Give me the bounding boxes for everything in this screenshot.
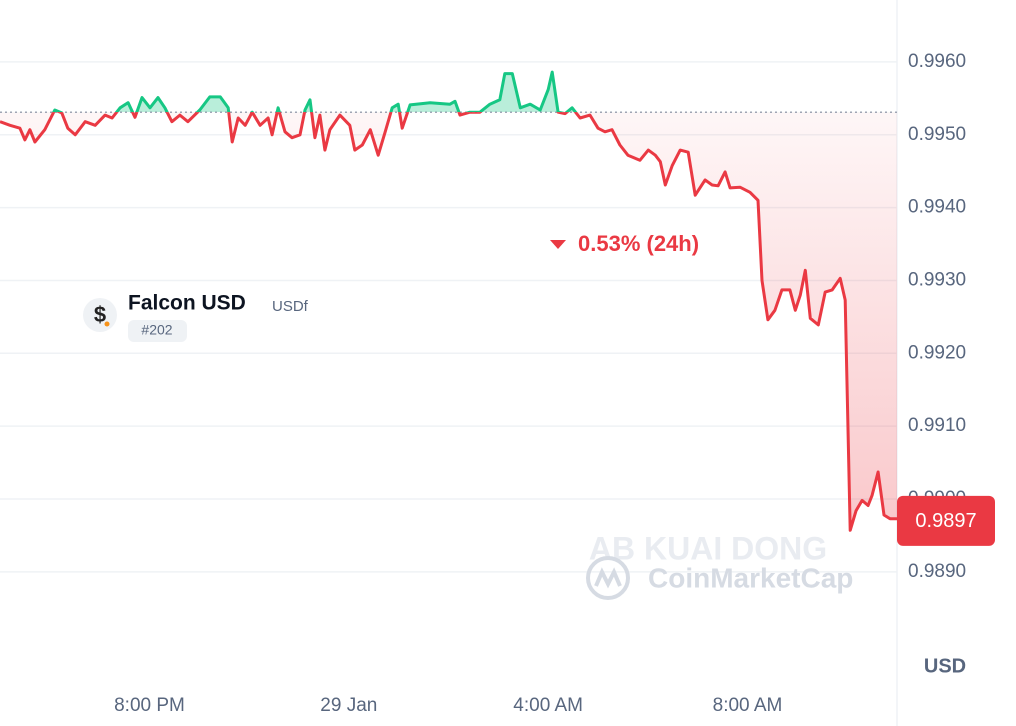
grid <box>0 61 897 573</box>
watermark: CoinMarketCap <box>648 562 853 593</box>
y-tick-label: 0.9930 <box>908 269 966 290</box>
coin-icon-symbol: $ <box>94 302 106 327</box>
price-tag-label: 0.9897 <box>915 510 976 532</box>
price-line-down <box>0 112 897 532</box>
price-tag <box>897 495 995 546</box>
x-tick-label: 8:00 PM <box>114 695 185 716</box>
price-line-up <box>52 70 578 113</box>
x-tick-label: 8:00 AM <box>713 695 783 716</box>
watermark-logo <box>586 556 630 600</box>
x-tick-label: 4:00 AM <box>513 695 583 716</box>
y-tick-label: 0.9920 <box>908 342 966 363</box>
change-label: 0.53% (24h) <box>578 231 699 256</box>
plot <box>0 70 897 532</box>
x-tick-label: 29 Jan <box>320 695 377 716</box>
y-tick-label: 0.9910 <box>908 415 966 436</box>
y-tick-label: 0.9890 <box>908 561 966 582</box>
area-down <box>0 112 897 531</box>
coin-info: $ Falcon USD USDf #202 <box>83 292 309 342</box>
rank-badge <box>128 320 187 342</box>
coin-name: Falcon USD <box>128 292 246 315</box>
y-unit: USD <box>924 655 966 677</box>
watermark: AB KUAI DONG <box>589 530 827 566</box>
coin-symbol: USDf <box>272 298 309 315</box>
rank: #202 <box>141 322 172 338</box>
y-tick-label: 0.9950 <box>908 124 966 145</box>
coin-icon-dot <box>104 321 110 327</box>
y-tick-label: 0.9940 <box>908 197 966 218</box>
y-tick-label: 0.9960 <box>908 51 966 72</box>
down-arrow <box>550 240 566 249</box>
